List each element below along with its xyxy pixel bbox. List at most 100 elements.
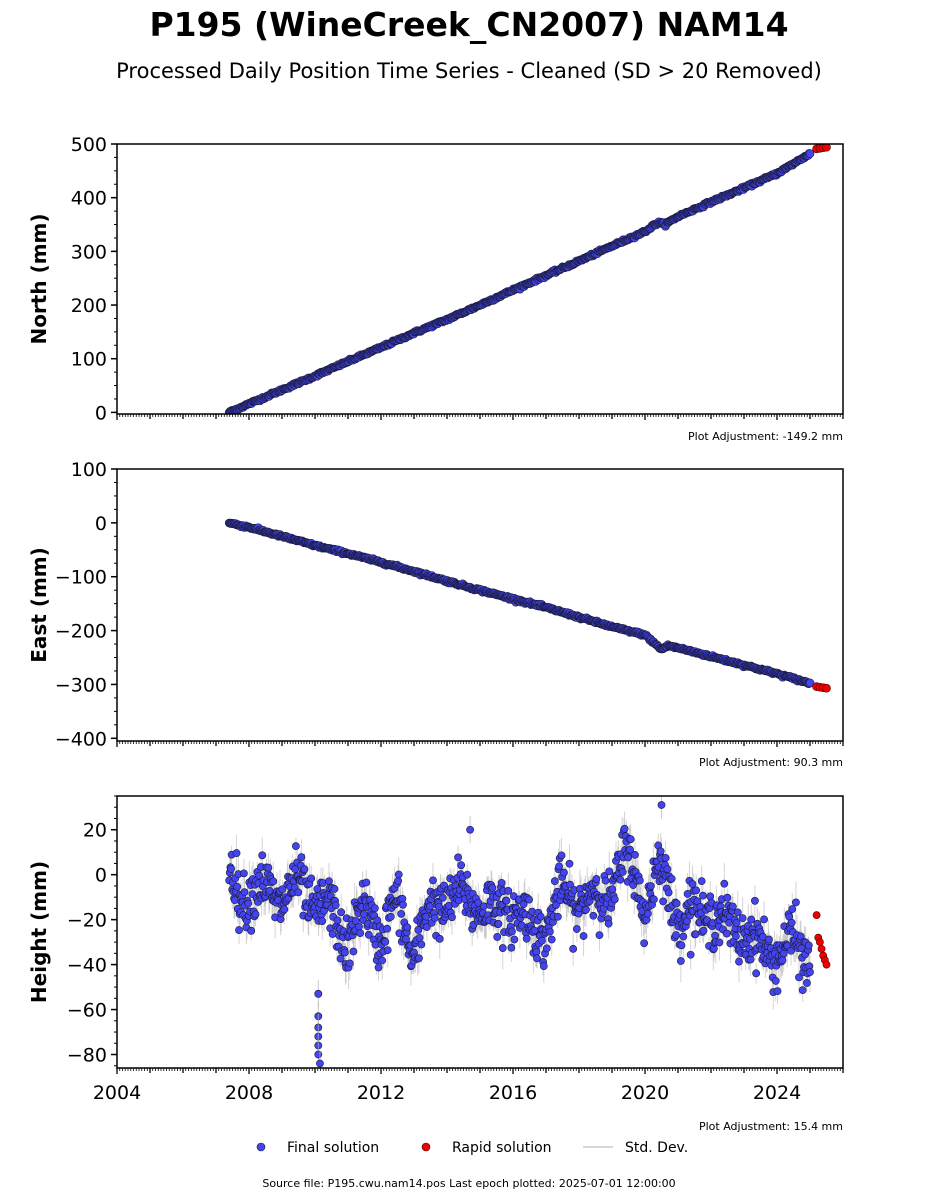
final-point [728, 902, 737, 911]
final-point [374, 963, 383, 972]
final-point [345, 959, 354, 968]
final-point [378, 956, 387, 965]
final-point [765, 935, 773, 944]
y-tick-label: 0 [95, 513, 107, 535]
y-tick-label: 100 [71, 349, 107, 371]
final-point [650, 895, 658, 904]
north-ylabel: North (mm) [27, 213, 51, 344]
final-point [510, 935, 519, 944]
height-ylabel: Height (mm) [27, 861, 51, 1003]
final-point [497, 878, 506, 887]
final-point [686, 950, 695, 959]
chart-subtitle: Processed Daily Position Time Series - C… [116, 59, 822, 83]
final-point [555, 862, 563, 871]
final-point [610, 895, 619, 904]
rapid-point [822, 683, 831, 693]
legend-final-label: Final solution [287, 1140, 379, 1156]
final-point [656, 847, 665, 856]
final-point [582, 905, 590, 914]
final-point [778, 956, 787, 965]
final-point [294, 888, 303, 897]
rapid-point [822, 960, 831, 969]
final-point [386, 912, 395, 921]
final-point [624, 853, 633, 862]
x-tick-label: 2012 [357, 1082, 405, 1104]
final-point [258, 851, 267, 860]
final-point [640, 939, 649, 948]
final-point [508, 927, 516, 936]
final-point [235, 926, 243, 934]
final-point [227, 864, 235, 873]
final-point [403, 923, 412, 932]
final-point [672, 931, 680, 940]
east-axes-frame [116, 468, 844, 742]
x-tick-label: 2020 [621, 1082, 669, 1104]
rapid-point [817, 944, 826, 953]
final-point [691, 930, 700, 939]
final-point [760, 915, 768, 924]
final-point [773, 987, 782, 996]
final-point [547, 935, 556, 944]
final-point [498, 944, 507, 952]
rapid-point [812, 911, 821, 920]
final-point [672, 899, 681, 908]
final-point [659, 897, 668, 906]
final-point [247, 926, 256, 935]
final-point [572, 925, 581, 933]
final-point [620, 824, 629, 833]
final-point [732, 932, 740, 940]
rapid-point [816, 938, 824, 947]
final-point [355, 922, 363, 931]
final-point [626, 835, 635, 844]
final-point [626, 845, 634, 854]
final-point [579, 932, 588, 940]
final-point [364, 930, 373, 939]
final-point [805, 149, 815, 158]
height-plot-adjustment: Plot Adjustment: 15.4 mm [699, 1120, 843, 1133]
y-tick-label: −20 [67, 910, 107, 932]
final-point [557, 851, 566, 860]
final-point [429, 876, 437, 885]
final-point [359, 910, 368, 919]
final-point [370, 904, 379, 913]
y-tick-label: −200 [55, 621, 107, 643]
final-point [733, 908, 742, 917]
final-point [550, 877, 559, 886]
final-point [676, 957, 685, 965]
final-point [233, 882, 242, 891]
final-point [314, 1050, 323, 1059]
final-point [330, 885, 339, 893]
final-point [362, 878, 371, 887]
final-point [566, 880, 574, 889]
final-point [539, 962, 548, 970]
final-point [699, 926, 708, 935]
east-data-points [224, 518, 831, 693]
final-point [803, 979, 811, 987]
final-point [525, 895, 533, 904]
final-point [618, 868, 627, 876]
y-tick-label: 400 [71, 188, 107, 210]
final-point [569, 944, 578, 953]
final-point [601, 876, 610, 885]
final-point [349, 947, 358, 956]
final-point [240, 888, 249, 897]
final-point [605, 867, 614, 876]
final-point [438, 893, 447, 902]
height-panel: 20 0 −20 −40 −60 −80 2004 2008 2012 2016 2020 2024 H… [27, 795, 844, 1133]
height-data-points [225, 796, 831, 1068]
final-point [394, 870, 403, 879]
final-point [255, 871, 264, 880]
final-point [381, 937, 390, 946]
final-point [657, 801, 666, 809]
final-point [542, 944, 551, 953]
final-point [560, 868, 568, 877]
legend-rapid-marker [421, 1142, 431, 1152]
final-point [493, 933, 502, 941]
final-point [771, 976, 780, 985]
final-point [752, 969, 761, 978]
east-ylabel: East (mm) [27, 547, 51, 663]
y-tick-label: −60 [67, 1000, 107, 1022]
y-tick-label: 200 [71, 295, 107, 317]
x-tick-label: 2004 [93, 1082, 141, 1104]
final-point [722, 929, 731, 938]
